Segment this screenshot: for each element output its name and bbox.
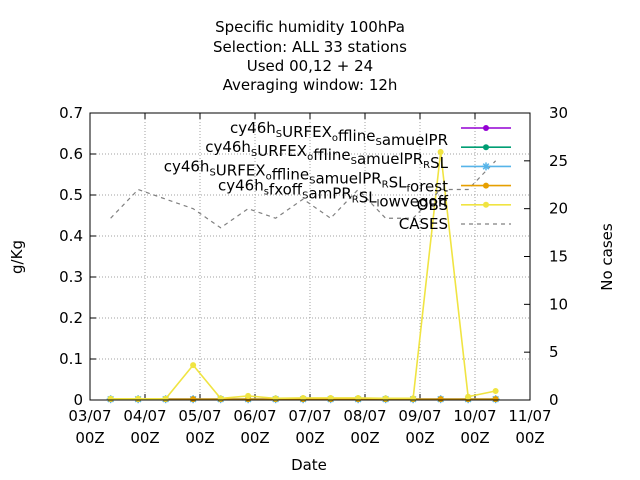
title-line-1: Specific humidity 100hPa bbox=[215, 18, 405, 36]
data-point bbox=[300, 394, 307, 401]
title-line-4: Averaging window: 12h bbox=[223, 76, 398, 94]
x-tick-label: 00Z bbox=[295, 429, 324, 447]
y-tick-label: 0.3 bbox=[59, 268, 83, 286]
x-tick-label: 00Z bbox=[460, 429, 489, 447]
y-tick-label: 0.7 bbox=[59, 104, 83, 122]
x-tick-label: 00Z bbox=[75, 429, 104, 447]
data-point bbox=[437, 148, 444, 155]
series-line bbox=[110, 160, 497, 229]
x-tick-label: 11/07 bbox=[508, 407, 551, 425]
x-tick-label: 00Z bbox=[405, 429, 434, 447]
y-tick-label: 0.5 bbox=[59, 186, 83, 204]
y-axis-label: g/Kg bbox=[8, 240, 26, 274]
data-point bbox=[327, 394, 334, 401]
x-tick-label: 07/07 bbox=[288, 407, 331, 425]
x-axis-label: Date bbox=[291, 456, 327, 474]
x-tick-label: 06/07 bbox=[233, 407, 276, 425]
data-point bbox=[492, 396, 499, 403]
x-tick-label: 05/07 bbox=[178, 407, 221, 425]
y-tick-label: 0.4 bbox=[59, 227, 83, 245]
x-tick-label: 00Z bbox=[350, 429, 379, 447]
data-point bbox=[107, 395, 114, 402]
legend-entry-label: cy46hSURFEXofflineSamuelPRRSL bbox=[205, 138, 448, 172]
title-line-3: Used 00,12 + 24 bbox=[247, 57, 373, 75]
x-tick-label: 00Z bbox=[130, 429, 159, 447]
data-point bbox=[465, 393, 472, 400]
series-5 bbox=[110, 160, 497, 229]
data-point bbox=[162, 395, 169, 402]
x-tick-label: 00Z bbox=[185, 429, 214, 447]
legend-entry-label: cy46hSURFEXofflineSamuelPRRSLforest bbox=[164, 157, 448, 195]
y2-tick-label: 5 bbox=[549, 343, 559, 361]
y2-tick-label: 25 bbox=[549, 152, 568, 170]
legend-entry-label: cy46hSURFEXofflineSamuelPR bbox=[230, 119, 448, 149]
legend: cy46hSURFEXofflineSamuelPRcy46hSURFEXoff… bbox=[164, 119, 511, 233]
y2-tick-label: 10 bbox=[549, 295, 568, 313]
x-tick-label: 10/07 bbox=[453, 407, 496, 425]
data-point bbox=[355, 394, 362, 401]
y2-tick-label: 0 bbox=[549, 391, 559, 409]
y2-tick-label: 30 bbox=[549, 104, 568, 122]
x-tick-label: 00Z bbox=[240, 429, 269, 447]
y-axis-ticks: 0 0.1 0.2 0.3 0.4 0.5 0.6 0.7 bbox=[59, 104, 96, 409]
data-point bbox=[135, 395, 142, 402]
chart-title: Specific humidity 100hPa Selection: ALL … bbox=[213, 18, 407, 94]
legend-entry-label: OBS bbox=[417, 196, 448, 214]
y2-axis-label: No cases bbox=[598, 223, 616, 291]
data-point bbox=[483, 144, 489, 151]
data-point bbox=[482, 162, 490, 171]
data-point bbox=[492, 387, 499, 394]
legend-entry-label: CASES bbox=[399, 215, 448, 233]
plot-frame bbox=[89, 112, 531, 401]
y2-tick-label: 15 bbox=[549, 248, 568, 266]
y-tick-label: 0.2 bbox=[59, 309, 83, 327]
data-point bbox=[190, 362, 197, 369]
data-point bbox=[190, 396, 197, 403]
data-point bbox=[483, 201, 489, 208]
y2-tick-label: 20 bbox=[549, 200, 568, 218]
data-point bbox=[437, 396, 444, 403]
x-tick-label: 08/07 bbox=[343, 407, 386, 425]
x-tick-label: 04/07 bbox=[123, 407, 166, 425]
y-tick-label: 0.1 bbox=[59, 350, 83, 368]
x-tick-label: 00Z bbox=[515, 429, 544, 447]
x-axis-ticks: 03/07 00Z 04/07 00Z 05/07 00Z 06/07 00Z 07/07 00Z… bbox=[68, 113, 552, 447]
x-tick-label: 09/07 bbox=[398, 407, 441, 425]
grid bbox=[90, 113, 530, 400]
y-tick-label: 0 bbox=[73, 391, 83, 409]
data-point bbox=[483, 125, 489, 131]
y-tick-label: 0.6 bbox=[59, 145, 83, 163]
title-line-2: Selection: ALL 33 stations bbox=[213, 38, 407, 56]
legend-entry-label: cy46hsfxoffSamPRRSLlowvegoff bbox=[218, 177, 449, 211]
data-point bbox=[483, 182, 489, 189]
y2-axis-ticks: 0 5 10 15 20 25 30 bbox=[524, 104, 568, 409]
data-point bbox=[245, 392, 252, 399]
x-tick-label: 03/07 bbox=[68, 407, 111, 425]
